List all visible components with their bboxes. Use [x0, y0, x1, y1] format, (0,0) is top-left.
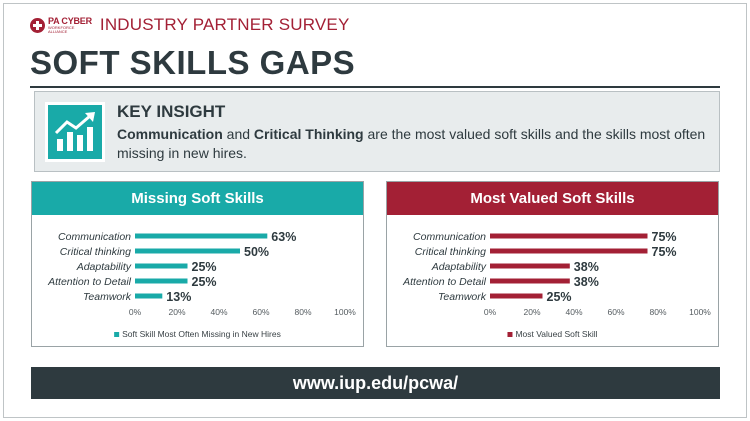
value-label: 75%: [652, 245, 677, 259]
tick-label: 60%: [607, 307, 624, 317]
category-label: Adaptability: [431, 261, 487, 273]
insight-bold-critical-thinking: Critical Thinking: [253, 126, 364, 142]
missing-skills-chart: Communication 63% Critical thinking 50% Adap…: [47, 230, 356, 339]
value-label: 75%: [652, 230, 677, 244]
growth-chart-icon-svg: [54, 112, 95, 151]
legend-label: Soft Skill Most Often Missing in New Hir…: [122, 329, 281, 339]
cross-logo-icon: [30, 17, 45, 33]
missing-skills-panel: Missing Soft Skills Communication 63% Crit…: [31, 181, 364, 347]
bar: [135, 233, 268, 239]
logo-sub-text-2: ALLIANCE: [48, 28, 68, 34]
tick-label: 0%: [484, 307, 497, 317]
bar: [490, 278, 570, 284]
legend-label: Most Valued Soft Skill: [515, 329, 597, 339]
category-label: Critical thinking: [415, 246, 486, 258]
survey-title: INDUSTRY PARTNER SURVEY: [99, 15, 350, 34]
category-label: Communication: [58, 231, 131, 243]
tick-label: 40%: [565, 307, 582, 317]
value-label: 13%: [166, 290, 191, 304]
footer-url[interactable]: www.iup.edu/pcwa/: [31, 367, 720, 399]
tick-label: 40%: [210, 307, 227, 317]
logo-main-text: PA CYBER: [48, 15, 92, 26]
category-label: Critical thinking: [60, 246, 131, 258]
valued-skills-panel: Most Valued Soft Skills Communication 75%…: [386, 181, 719, 347]
value-label: 50%: [244, 245, 269, 259]
bar: [490, 293, 543, 299]
category-label: Adaptability: [76, 261, 132, 273]
tick-label: 80%: [294, 307, 311, 317]
category-label: Attention to Detail: [47, 276, 132, 288]
tick-label: 80%: [649, 307, 666, 317]
legend-swatch: [114, 332, 120, 337]
value-label: 38%: [574, 260, 599, 274]
value-label: 25%: [192, 275, 217, 289]
logo-sub-text-1: WORKFORCE: [48, 24, 75, 30]
tick-label: 100%: [689, 307, 711, 317]
slide-frame: [3, 3, 747, 418]
bar: [135, 293, 163, 299]
tick-label: 100%: [334, 307, 356, 317]
tick-label: 20%: [168, 307, 185, 317]
value-label: 38%: [574, 275, 599, 289]
insight-rest: are the most valued soft skills and the …: [117, 126, 706, 161]
valued-skills-chart: Communication 75% Critical thinking 75% Adap…: [402, 230, 711, 339]
bar: [490, 263, 570, 269]
legend-swatch: [507, 332, 513, 337]
value-label: 63%: [271, 230, 296, 244]
header: PA CYBER WORKFORCE ALLIANCE INDUSTRY PAR…: [30, 12, 350, 38]
value-label: 25%: [547, 290, 572, 304]
pcwa-logo: PA CYBER WORKFORCE ALLIANCE: [30, 15, 92, 34]
growth-chart-icon: [45, 102, 105, 162]
bar: [135, 278, 188, 284]
category-label: Communication: [413, 231, 486, 243]
bar: [490, 248, 648, 254]
category-label: Teamwork: [83, 291, 132, 303]
tick-label: 0%: [129, 307, 142, 317]
insight-text: Communication and Critical Thinking are …: [117, 125, 712, 163]
insight-heading: KEY INSIGHT: [117, 102, 226, 121]
tick-label: 20%: [523, 307, 540, 317]
category-label: Attention to Detail: [402, 276, 487, 288]
page-title: SOFT SKILLS GAPS: [30, 44, 356, 81]
bar: [135, 248, 240, 254]
missing-skills-title: Missing Soft Skills: [32, 182, 363, 215]
insight-connector: and: [222, 126, 254, 142]
valued-skills-title: Most Valued Soft Skills: [387, 182, 718, 215]
category-label: Teamwork: [438, 291, 487, 303]
bar: [490, 233, 648, 239]
title-underline: [30, 86, 720, 88]
bar: [135, 263, 188, 269]
value-label: 25%: [192, 260, 217, 274]
insight-bold-communication: Communication: [117, 126, 223, 142]
tick-label: 60%: [252, 307, 269, 317]
key-insight-box: KEY INSIGHT Communication and Critical T…: [34, 91, 720, 172]
